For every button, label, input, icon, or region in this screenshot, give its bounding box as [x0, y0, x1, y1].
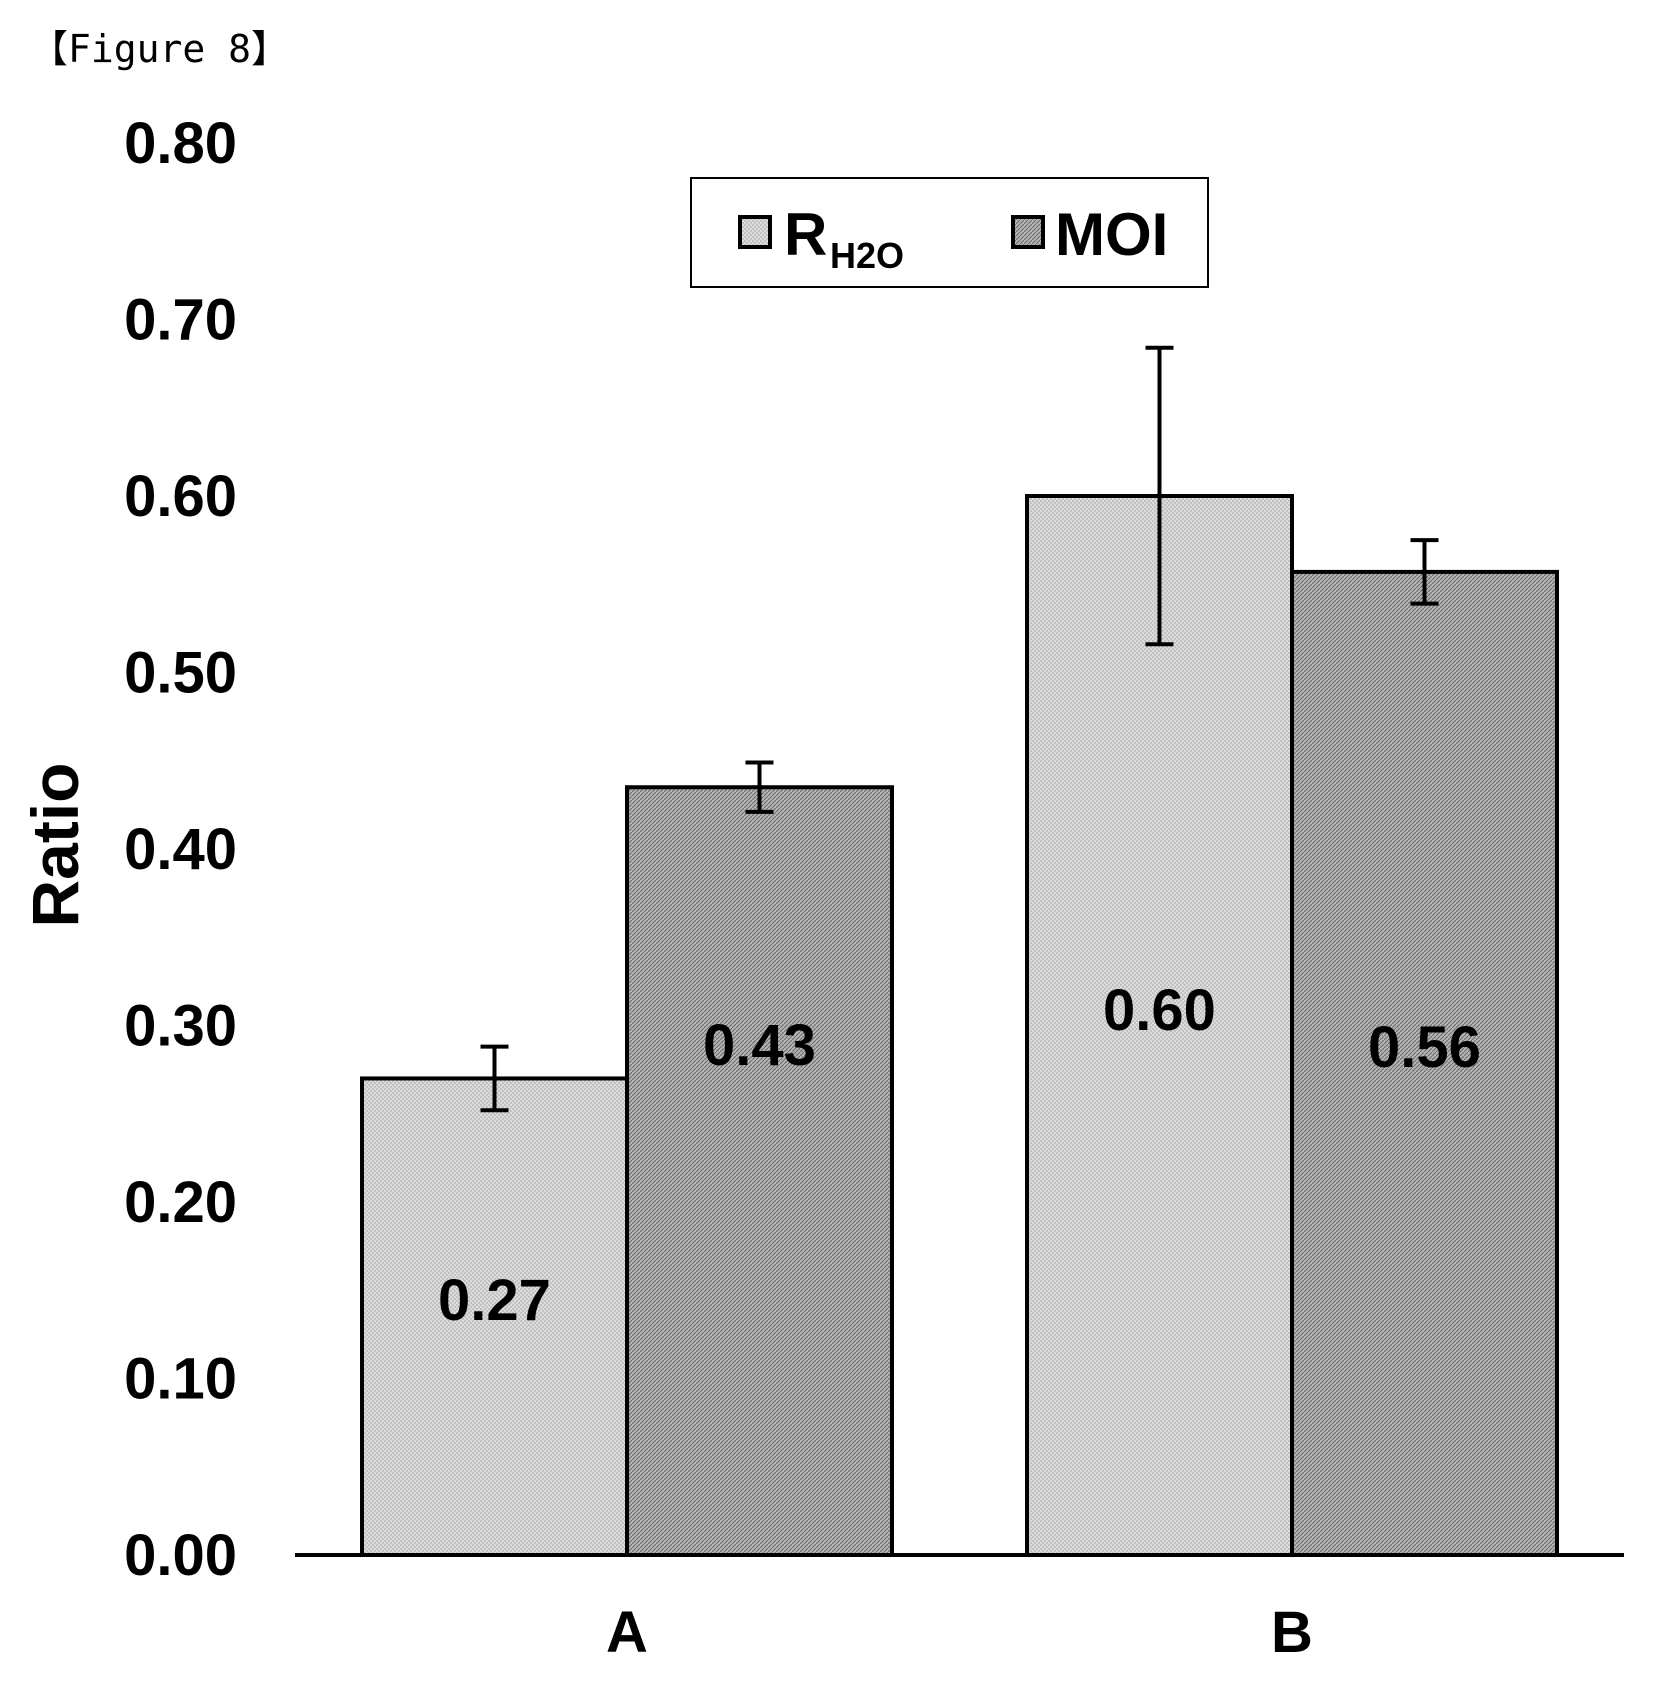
data-label: 0.27: [438, 1268, 551, 1333]
bar-A-rh2o: [360, 1076, 629, 1557]
axis-layer: 0.00 0.10 0.20 0.30 0.40 0.50 0.60 0.70 0.80 Rati…: [18, 111, 1624, 1665]
legend-swatch-moi: [1011, 215, 1045, 249]
error-bar: [745, 760, 774, 814]
bar-layer: 0.27 0.43 0.60 0.56: [360, 345, 1559, 1557]
bar-B-rh2o: [1025, 494, 1294, 1557]
y-tick-label: 0.50: [124, 641, 237, 706]
legend-label-rh2o: R: [784, 201, 827, 268]
y-tick-label: 0.30: [124, 994, 237, 1059]
y-tick-label: 0.60: [124, 464, 237, 529]
bar-A-moi: [625, 785, 894, 1557]
legend-box: [690, 177, 1209, 288]
legend-label-moi: MOI: [1055, 201, 1168, 268]
error-bar: [1410, 538, 1439, 606]
y-tick-label: 0.40: [124, 817, 237, 882]
y-tick-label: 0.10: [124, 1347, 237, 1412]
error-bar: [1145, 345, 1174, 647]
legend-label-rh2o-subscript: H2O: [830, 235, 904, 276]
x-category-label: B: [1271, 1600, 1313, 1665]
y-tick-label: 0.70: [124, 288, 237, 353]
figure-label: 【Figure 8】: [30, 27, 290, 71]
bar-B-moi: [1290, 569, 1559, 1557]
data-label: 0.43: [703, 1013, 816, 1078]
data-label: 0.56: [1368, 1015, 1481, 1080]
error-bar: [480, 1044, 509, 1113]
data-label: 0.60: [1103, 978, 1216, 1043]
legend-swatch-rh2o: [738, 215, 772, 249]
y-tick-label: 0.00: [124, 1523, 237, 1588]
y-axis-label: Ratio: [18, 763, 92, 928]
legend: R H2O MOI: [690, 177, 1209, 288]
x-category-label: A: [606, 1600, 648, 1665]
y-tick-label: 0.80: [124, 111, 237, 176]
y-tick-label: 0.20: [124, 1170, 237, 1235]
